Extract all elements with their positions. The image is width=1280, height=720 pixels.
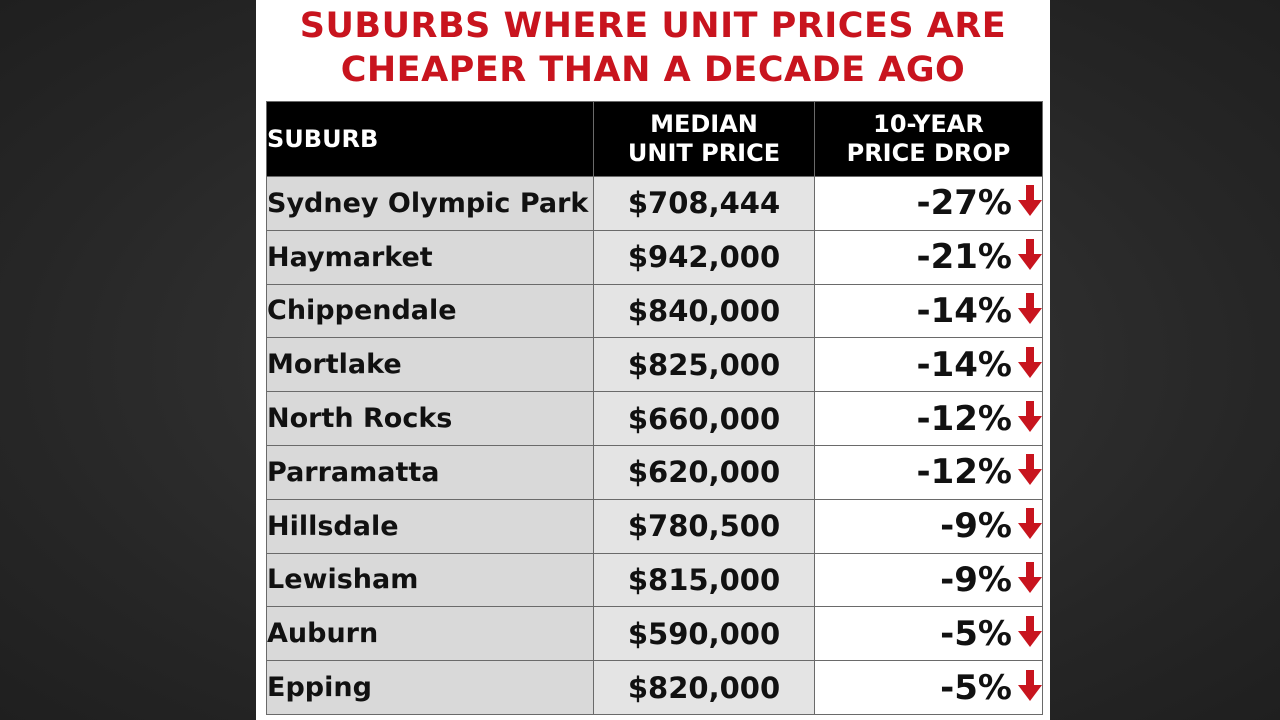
median-price-cell: $590,000: [593, 606, 815, 662]
suburb-cell: Hillsdale: [266, 498, 594, 554]
table-row-2: Haymarket $942,000 -21%: [266, 229, 1043, 285]
price-drop-cell: -12%: [814, 391, 1043, 446]
median-price-cell: $825,000: [593, 337, 815, 393]
price-drop-cell: -27%: [814, 176, 1043, 231]
median-price-cell: $660,000: [593, 391, 815, 446]
median-price-cell: $820,000: [593, 660, 815, 715]
suburb-cell: Sydney Olympic Park: [266, 176, 594, 231]
table-row-9: Auburn $590,000 -5%: [266, 606, 1043, 662]
infographic-card: SUBURBS WHERE UNIT PRICES ARE CHEAPER TH…: [256, 0, 1050, 720]
table-row-4: Mortlake $825,000 -14%: [266, 337, 1043, 393]
price-drop-cell: -21%: [814, 229, 1043, 285]
down-arrow-icon: [1018, 508, 1042, 540]
price-drop-cell: -5%: [814, 606, 1043, 662]
table-row-1: Sydney Olympic Park $708,444 -27%: [266, 176, 1043, 231]
down-arrow-icon: [1018, 292, 1042, 325]
table-row-6: Parramatta $620,000 -12%: [266, 444, 1043, 500]
price-drop-value: -21%: [916, 237, 1013, 278]
header-price-line-2: UNIT PRICE: [627, 139, 781, 167]
suburb-cell: Epping: [266, 660, 594, 715]
down-arrow-icon: [1018, 615, 1042, 648]
header-price-drop: 10-YEAR PRICE DROP: [814, 101, 1043, 177]
median-price-cell: $780,500: [593, 498, 815, 554]
suburb-cell: Haymarket: [266, 229, 594, 285]
down-arrow-icon: [1018, 669, 1042, 702]
header-price-line-1: MEDIAN: [650, 110, 758, 138]
price-drop-cell: -14%: [814, 337, 1043, 393]
table-row-3: Chippendale $840,000 -14%: [266, 283, 1043, 339]
table-row-10: Epping $820,000 -5%: [266, 660, 1043, 715]
down-arrow-icon: [1018, 185, 1042, 217]
title-line-1: SUBURBS WHERE UNIT PRICES ARE: [299, 6, 1007, 46]
table-row-7: Hillsdale $780,500 -9%: [266, 498, 1043, 554]
price-drop-cell: -5%: [814, 660, 1043, 715]
price-drop-value: -12%: [916, 398, 1013, 439]
median-price-cell: $840,000: [593, 283, 815, 339]
suburb-cell: Chippendale: [266, 283, 594, 339]
suburb-cell: Parramatta: [266, 444, 594, 500]
table-body: Sydney Olympic Park $708,444 -27% Haymar…: [266, 176, 1043, 715]
median-price-cell: $815,000: [593, 552, 815, 608]
price-drop-value: -27%: [916, 183, 1013, 224]
price-drop-cell: -12%: [814, 444, 1043, 500]
median-price-cell: $620,000: [593, 444, 815, 500]
chart-title: SUBURBS WHERE UNIT PRICES ARE CHEAPER TH…: [256, 4, 1050, 92]
header-row: SUBURB MEDIAN UNIT PRICE 10-YEAR PRICE D…: [266, 101, 1043, 177]
table-row-8: Lewisham $815,000 -9%: [266, 552, 1043, 608]
price-drop-value: -14%: [916, 290, 1013, 331]
header-median-unit-price: MEDIAN UNIT PRICE: [593, 101, 815, 177]
table-row-5: North Rocks $660,000 -12%: [266, 391, 1043, 446]
header-drop-line-1: 10-YEAR: [873, 110, 984, 138]
price-drop-value: -14%: [916, 344, 1013, 385]
header-drop-line-2: PRICE DROP: [846, 139, 1011, 167]
price-table: SUBURB MEDIAN UNIT PRICE 10-YEAR PRICE D…: [266, 101, 1043, 715]
median-price-cell: $942,000: [593, 229, 815, 285]
price-drop-cell: -9%: [814, 498, 1043, 554]
price-drop-value: -5%: [940, 613, 1012, 654]
suburb-cell: North Rocks: [266, 391, 594, 446]
price-drop-value: -12%: [916, 452, 1013, 493]
suburb-cell: Lewisham: [266, 552, 594, 608]
down-arrow-icon: [1018, 346, 1042, 379]
down-arrow-icon: [1018, 400, 1042, 433]
price-drop-value: -5%: [940, 667, 1012, 708]
suburb-cell: Auburn: [266, 606, 594, 662]
title-line-2: CHEAPER THAN A DECADE AGO: [340, 50, 966, 90]
suburb-cell: Mortlake: [266, 337, 594, 393]
down-arrow-icon: [1018, 239, 1042, 271]
median-price-cell: $708,444: [593, 176, 815, 231]
down-arrow-icon: [1018, 454, 1042, 486]
price-drop-cell: -9%: [814, 552, 1043, 608]
header-suburb: SUBURB: [266, 101, 594, 177]
price-drop-cell: -14%: [814, 283, 1043, 339]
price-drop-value: -9%: [940, 506, 1012, 547]
down-arrow-icon: [1018, 561, 1042, 594]
price-drop-value: -9%: [940, 559, 1012, 600]
